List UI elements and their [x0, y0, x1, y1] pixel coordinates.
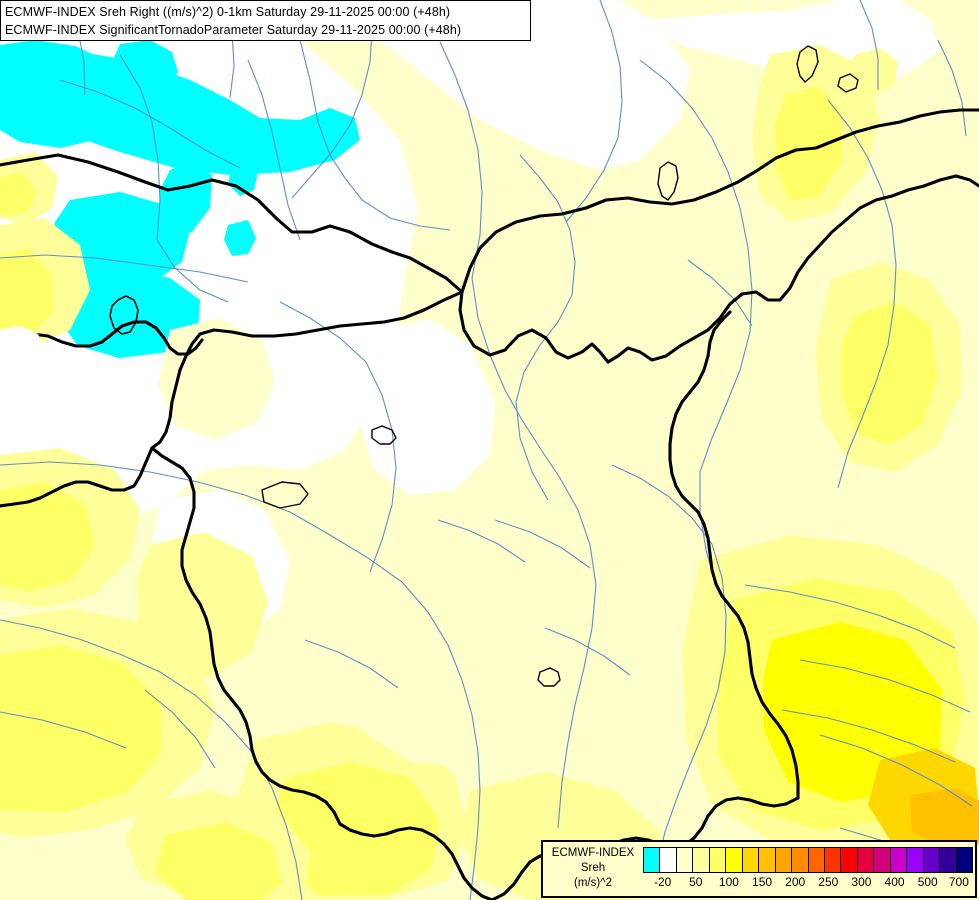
legend-tick-400: 400 — [884, 875, 905, 889]
legend-swatch-16 — [907, 848, 924, 872]
legend-swatch-2 — [676, 848, 694, 872]
legend-tick-100: 100 — [718, 875, 739, 889]
legend-swatch-10 — [808, 848, 825, 872]
legend-tick-150: 150 — [752, 875, 773, 889]
legend-swatch-3 — [693, 848, 710, 872]
legend-swatch-4 — [709, 848, 727, 872]
legend-swatch-11 — [824, 848, 842, 872]
legend-swatch-19 — [956, 848, 973, 872]
legend-tick-700: 700 — [948, 875, 969, 889]
legend-tick-200: 200 — [785, 875, 806, 889]
legend-units-label: (m/s)^2 — [574, 877, 612, 889]
legend-swatch-5 — [726, 848, 743, 872]
legend-swatch-13 — [857, 848, 875, 872]
field-yellow-bands — [0, 45, 979, 900]
legend-swatch-0 — [644, 848, 661, 872]
legend-swatch-14 — [874, 848, 891, 872]
legend-model-label: ECMWF-INDEX — [551, 847, 635, 859]
legend-swatch-7 — [759, 848, 776, 872]
legend-swatch-15 — [890, 848, 908, 872]
legend-tick-50: 50 — [689, 875, 703, 889]
field-cyan-band — [0, 40, 360, 358]
legend-panel: ECMWF-INDEX Sreh (m/s)^2 -20 50 100 150 200 2… — [541, 840, 977, 898]
country-borders — [0, 45, 979, 900]
title-line-stp: ECMWF-INDEX SignificantTornadoParameter … — [5, 23, 462, 37]
legend-swatch-8 — [775, 848, 793, 872]
legend-colorbar[interactable] — [643, 847, 973, 873]
legend-caption: ECMWF-INDEX Sreh (m/s)^2 — [543, 842, 643, 891]
legend-swatch-6 — [742, 848, 760, 872]
legend-swatch-12 — [841, 848, 858, 872]
legend-scale: -20 50 100 150 200 250 300 400 500 700 — [643, 842, 975, 894]
legend-swatch-17 — [923, 848, 941, 872]
legend-tick-500: 500 — [917, 875, 938, 889]
legend-tick-300: 300 — [851, 875, 872, 889]
legend-tick--20: -20 — [654, 875, 672, 889]
sea-outline — [0, 326, 46, 386]
legend-tick-250: 250 — [818, 875, 839, 889]
legend-tick-labels: -20 50 100 150 200 250 300 400 500 700 — [643, 874, 971, 894]
legend-swatch-1 — [660, 848, 677, 872]
legend-swatch-9 — [792, 848, 809, 872]
legend-swatch-18 — [940, 848, 957, 872]
map-title-box: ECMWF-INDEX Sreh Right ((m/s)^2) 0-1km S… — [0, 0, 531, 41]
legend-variable-label: Sreh — [580, 862, 606, 874]
title-line-sreh: ECMWF-INDEX Sreh Right ((m/s)^2) 0-1km S… — [5, 5, 451, 19]
